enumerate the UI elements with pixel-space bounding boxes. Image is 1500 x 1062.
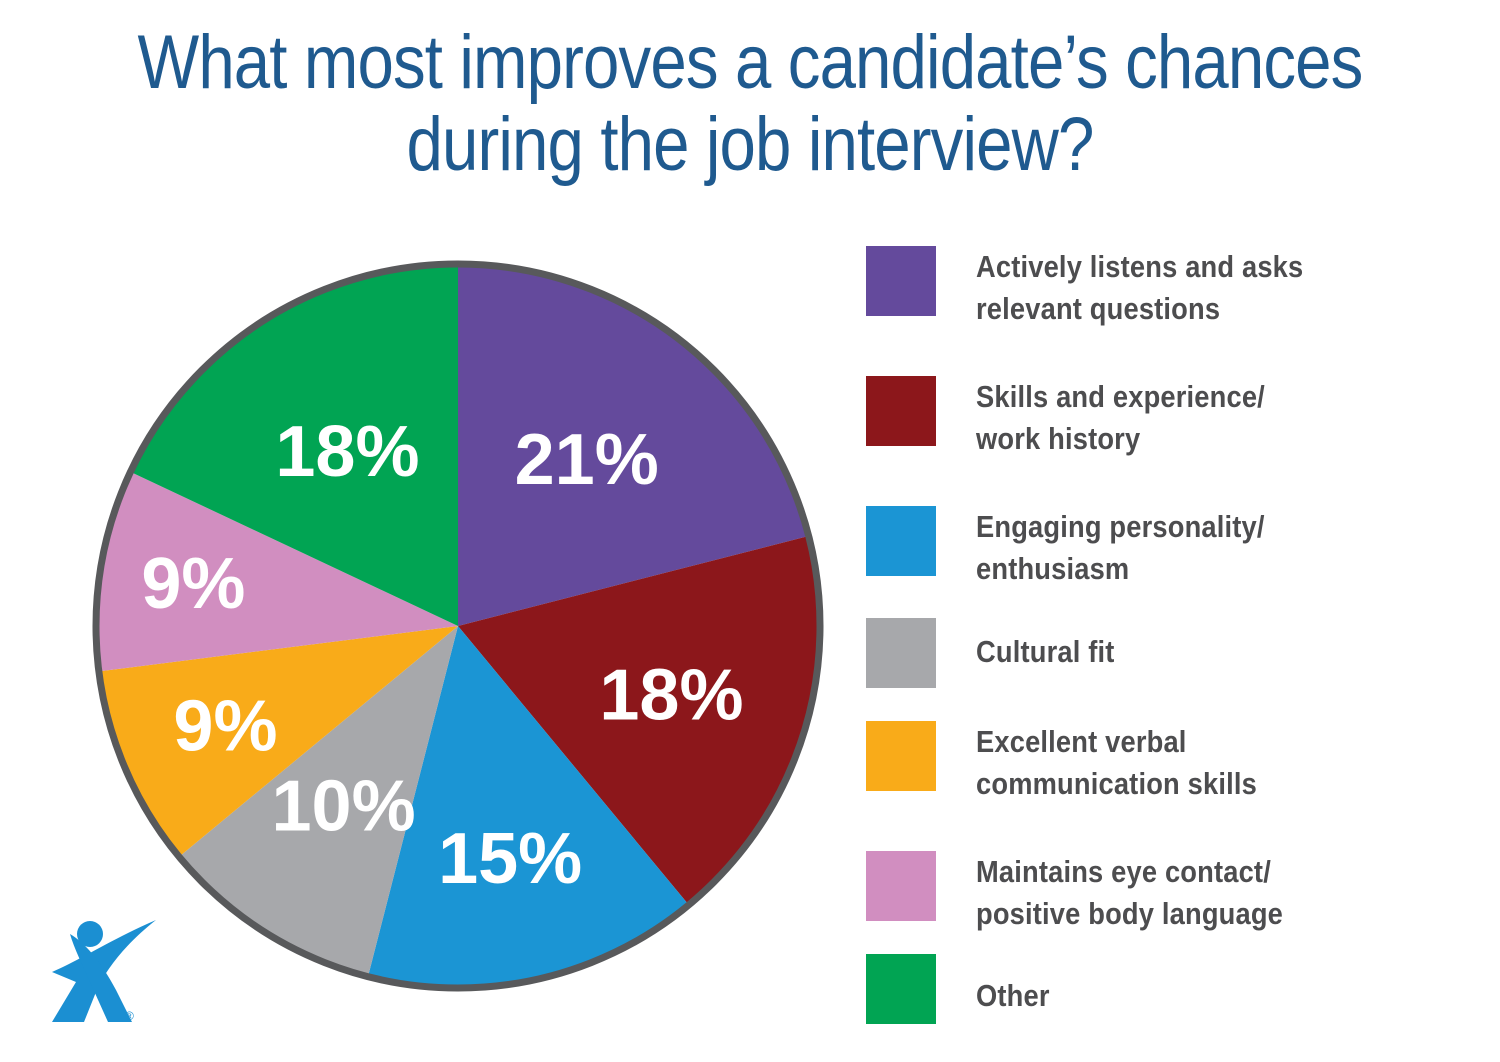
registered-mark: ® [125,1009,134,1023]
legend-label: Skills and experience/work history [976,379,1265,456]
pie-slice [98,626,458,857]
legend-swatch [866,246,936,316]
legend-label: Other [976,978,1050,1013]
legend-swatch [866,721,936,791]
slice-data-label: 10% [272,766,416,846]
slice-data-label: 21% [515,420,659,500]
pie-outline [92,260,824,992]
slice-data-label: 15% [438,819,582,899]
slice-data-label: 9% [173,687,277,767]
legend-swatch [866,954,936,1024]
legend-label: Cultural fit [976,634,1115,669]
legend-label: Excellent verbal communication skills [976,724,1257,801]
slice-data-label: 9% [141,544,245,624]
legend-swatch [866,506,936,576]
running-person-x-logo-icon: ® [52,920,156,1023]
slice-data-label: 18% [275,412,419,492]
chart-title-line-1: What most improves a candidate’s chances [137,20,1363,105]
legend-item-engaging-personality: Engaging personality/enthusiasm [866,506,1486,586]
legend-swatch [866,618,936,688]
pie-slice [130,264,458,626]
chart-title: What most improves a candidate’s chances… [105,22,1395,186]
pie-slice [458,264,809,626]
pie-slice [367,626,689,988]
slice-data-label: 18% [599,655,743,735]
legend-item-eye-contact: Maintains eye contact/positive body lang… [866,851,1486,931]
legend-item-cultural-fit: Cultural fit [866,618,1486,688]
pie-slices [96,264,820,988]
legend-label: Actively listens and asks relevant questi… [976,249,1304,326]
pie-slice [458,535,820,905]
pie-slice [96,471,458,672]
legend-label: Maintains eye contact/positive body lang… [976,854,1284,931]
legend-swatch [866,376,936,446]
legend-item-actively-listens: Actively listens and asks relevant questi… [866,246,1486,326]
legend-item-verbal-communication: Excellent verbal communication skills [866,721,1486,801]
legend-item-other: Other [866,954,1486,1024]
pie-slice [179,626,458,977]
chart-title-line-2: during the job interview? [406,102,1094,187]
legend-label: Engaging personality/enthusiasm [976,509,1265,586]
legend-item-skills-experience: Skills and experience/work history [866,376,1486,456]
legend-swatch [866,851,936,921]
